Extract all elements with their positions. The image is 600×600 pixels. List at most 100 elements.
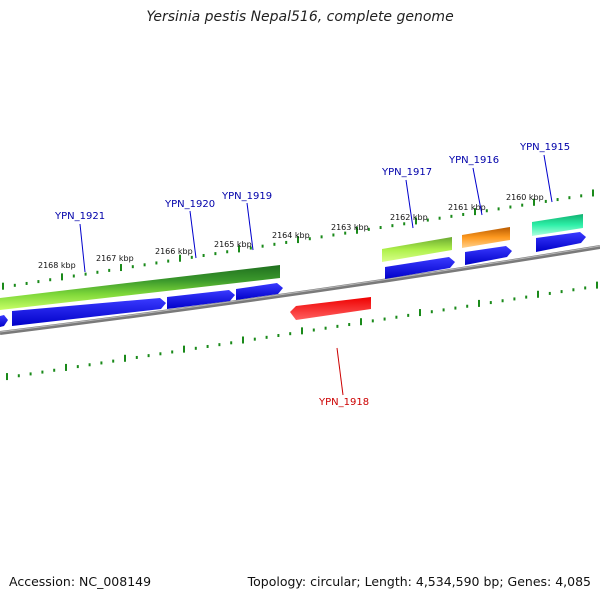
tick-label-2168: 2168 kbp [38, 261, 76, 270]
lower-tick-4 [53, 368, 56, 372]
upper-tick-21 [249, 246, 252, 250]
upper-tick-31 [367, 227, 370, 231]
gene-label-1920: YPN_1920 [164, 199, 215, 210]
upper-tick-47 [556, 198, 559, 202]
upper-tick-30 [356, 226, 358, 234]
lower-tick-1 [17, 374, 20, 378]
lower-tick-47 [560, 290, 563, 294]
lower-tick-13 [159, 352, 162, 356]
lower-tick-45 [537, 290, 539, 298]
lower-tick-43 [513, 297, 516, 301]
upper-tick-14 [167, 259, 170, 263]
lower-tick-28 [336, 324, 339, 328]
upper-tick-0 [2, 282, 4, 290]
lower-tick-22 [265, 335, 268, 339]
tick-label-2164: 2164 kbp [272, 231, 310, 240]
upper-tick-41 [485, 209, 488, 213]
upper-tick-6 [72, 274, 75, 278]
upper-tick-35 [415, 217, 417, 225]
lower-tick-42 [501, 299, 504, 303]
gene-label-1919: YPN_1919 [221, 191, 272, 202]
cds-arrow-1918 [290, 297, 371, 320]
lower-tick-24 [289, 332, 292, 336]
lower-tick-10 [124, 354, 126, 362]
upper-tick-23 [273, 242, 276, 246]
upper-tick-29 [344, 231, 347, 235]
upper-tick-36 [426, 218, 429, 222]
feature-band-teal-1915 [532, 214, 583, 236]
upper-tick-38 [450, 214, 453, 218]
upper-tick-28 [332, 233, 335, 237]
upper-tick-26 [308, 237, 311, 241]
lower-tick-0 [6, 373, 8, 381]
lower-tick-16 [194, 346, 197, 350]
upper-tick-19 [226, 250, 229, 254]
lower-tick-46 [548, 291, 551, 295]
gene-label-1915: YPN_1915 [519, 142, 570, 153]
map-title: Yersinia pestis Nepal516, complete genom… [146, 9, 454, 25]
cds-arrow-1917 [385, 257, 455, 279]
lower-tick-37 [442, 308, 445, 312]
upper-tick-50 [592, 189, 594, 197]
upper-tick-27 [320, 235, 323, 239]
upper-tick-44 [521, 203, 524, 207]
lower-tick-15 [183, 345, 185, 353]
upper-tick-43 [509, 205, 512, 209]
upper-tick-48 [568, 196, 571, 200]
feature-band-orange-1916 [462, 227, 510, 248]
upper-tick-40 [474, 208, 476, 216]
upper-scale-ticks [2, 189, 594, 290]
gene-label-1916: YPN_1916 [448, 155, 499, 166]
lower-tick-32 [383, 317, 386, 321]
lower-tick-50 [596, 281, 598, 289]
lower-tick-33 [395, 315, 398, 319]
lower-tick-35 [419, 309, 421, 317]
gene-label-1917: YPN_1917 [381, 167, 432, 178]
feature-band-lime-1917 [382, 237, 452, 262]
lower-tick-7 [88, 363, 91, 367]
upper-tick-18 [214, 252, 217, 256]
upper-tick-16 [190, 255, 193, 259]
tick-label-2165: 2165 kbp [214, 240, 252, 249]
upper-tick-1 [13, 283, 16, 287]
lower-tick-21 [253, 337, 256, 341]
leader-1921 [79, 223, 86, 273]
upper-tick-49 [580, 194, 583, 198]
upper-tick-12 [143, 263, 146, 267]
lower-tick-2 [29, 372, 32, 376]
tick-label-2162: 2162 kbp [390, 213, 428, 222]
lower-tick-18 [218, 343, 221, 347]
gene-label-1918: YPN_1918 [318, 397, 369, 408]
tick-label-2167: 2167 kbp [96, 254, 134, 263]
lower-tick-39 [466, 304, 469, 308]
upper-tick-25 [297, 236, 299, 244]
lower-tick-41 [489, 301, 492, 305]
cds-arrow-1921 [12, 298, 166, 326]
cds-arrow-1919 [236, 283, 283, 300]
feature-band-green-long [0, 265, 280, 310]
leader-1915 [543, 154, 553, 203]
cds-arrow-1916 [465, 246, 512, 265]
upper-tick-4 [49, 278, 52, 282]
lower-scale-ticks [6, 281, 598, 381]
leader-1917 [405, 179, 414, 229]
upper-tick-7 [84, 272, 87, 276]
lower-tick-26 [312, 328, 315, 332]
tick-label-2163: 2163 kbp [331, 223, 369, 232]
upper-tick-32 [379, 226, 382, 230]
lower-tick-30 [360, 318, 362, 326]
upper-tick-3 [37, 280, 40, 284]
lower-tick-11 [135, 355, 138, 359]
genome-backbone-highlight [0, 245, 600, 333]
leader-1919 [246, 202, 254, 251]
upper-tick-20 [238, 245, 240, 253]
tick-label-2166: 2166 kbp [155, 247, 193, 256]
tick-label-2160: 2160 kbp [506, 193, 544, 202]
upper-tick-37 [438, 216, 441, 220]
upper-tick-2 [25, 281, 28, 285]
upper-tick-33 [391, 224, 394, 228]
genome-backbone [0, 245, 600, 335]
leader-1916 [472, 167, 483, 216]
lower-tick-3 [41, 370, 44, 374]
lower-tick-14 [171, 350, 174, 354]
